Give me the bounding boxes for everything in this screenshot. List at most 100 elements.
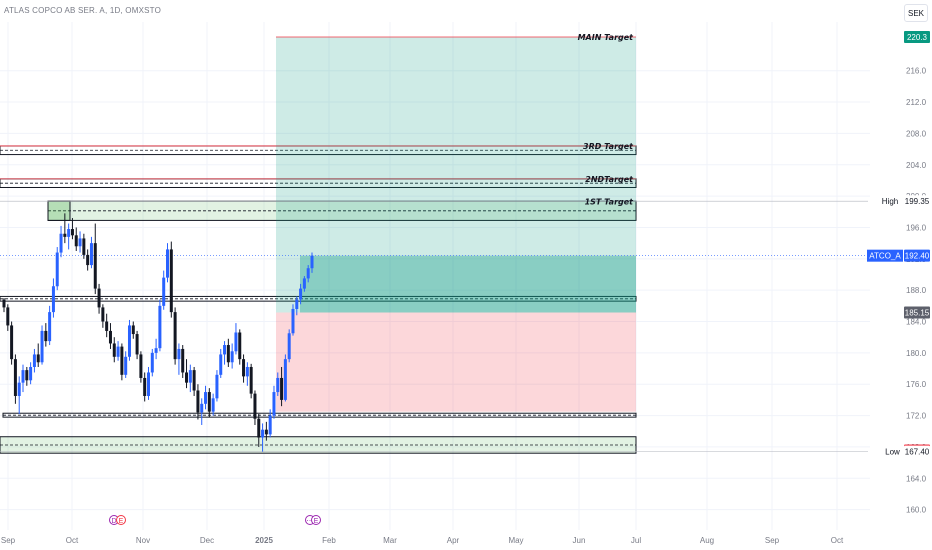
candle-body xyxy=(264,429,268,435)
candle-body xyxy=(150,352,154,373)
grid xyxy=(0,22,870,530)
target-label: MAIN Target xyxy=(578,33,635,42)
candle-body xyxy=(295,299,299,309)
event-marker-icon xyxy=(116,515,126,525)
candle-body xyxy=(226,345,230,363)
time-axis: Sep Oct Nov Dec 2025 Feb Mar Apr May Jun Jul Aug Sep… xyxy=(1,536,844,545)
price-badge-bg xyxy=(904,249,930,262)
time-tick-label: Oct xyxy=(831,536,844,545)
analysis-zones xyxy=(0,145,637,454)
currency-selector[interactable]: SEK xyxy=(904,4,928,22)
time-tick-label: Jul xyxy=(631,536,641,545)
time-tick-label: Oct xyxy=(66,536,79,545)
time-tick-label: Nov xyxy=(136,536,150,545)
candle-body xyxy=(196,390,200,413)
candle-body xyxy=(63,233,67,237)
candle-body xyxy=(230,351,234,363)
high-zone-box xyxy=(47,200,71,221)
price-badge: High 199.35 xyxy=(877,195,930,208)
candle-body xyxy=(21,370,25,383)
time-tick-label: 2025 xyxy=(255,536,273,545)
candle-body xyxy=(177,348,181,360)
candle-body xyxy=(17,382,21,396)
candle-body xyxy=(310,255,314,269)
candle-body xyxy=(101,307,105,322)
time-tick-label: Dec xyxy=(200,536,214,545)
candle-body xyxy=(158,305,162,349)
event-marker-letter-icon: E xyxy=(119,518,124,525)
candle-body xyxy=(306,268,310,279)
candle-body xyxy=(44,330,48,342)
candle-body xyxy=(181,348,185,373)
candle-body xyxy=(200,403,204,413)
candle-body xyxy=(6,307,10,326)
price-badge-label-bg xyxy=(877,195,903,208)
candle-body xyxy=(223,345,227,355)
candle-body xyxy=(32,354,36,367)
price-badge: ATCO_A 192.40 xyxy=(867,249,930,262)
long-position-tool xyxy=(0,36,868,452)
candle-body xyxy=(234,332,238,352)
candle-body xyxy=(10,325,14,360)
candle-body xyxy=(74,235,78,247)
candle-body xyxy=(299,288,303,300)
price-badge-value: 167.40 xyxy=(905,448,930,457)
price-tick-label: 160.0 xyxy=(906,506,927,515)
candle-body xyxy=(108,330,112,344)
candle-body xyxy=(51,286,55,313)
candle-body xyxy=(139,354,143,378)
candle-body xyxy=(166,249,170,278)
price-badge-bg xyxy=(904,195,930,208)
candle-body xyxy=(127,325,131,357)
candle-body xyxy=(36,354,40,363)
price-badge: Low 167.40 xyxy=(882,445,930,458)
resistance-band xyxy=(0,295,637,302)
candle-body xyxy=(89,243,93,266)
price-badge-label-bg xyxy=(882,445,903,458)
price-badge-bg xyxy=(904,445,930,458)
candle-body xyxy=(207,392,211,412)
price-badge-value: 199.35 xyxy=(905,197,930,206)
candles xyxy=(2,213,314,452)
symbol-title: ATLAS COPCO AB SER. A, 1D, OMXSTO xyxy=(4,6,162,15)
candle-body xyxy=(261,429,265,438)
candle-body xyxy=(55,252,59,287)
candle-body xyxy=(245,366,249,377)
event-marker-letter-icon: E xyxy=(314,518,319,525)
price-badge-label-bg xyxy=(867,249,903,262)
loss-area xyxy=(276,312,636,412)
price-badge-value: 192.40 xyxy=(905,252,930,261)
candle-body xyxy=(257,418,261,438)
candle-body xyxy=(67,229,71,237)
target-label: 3RD Target xyxy=(583,142,634,151)
candle-body xyxy=(185,372,189,383)
candle-body xyxy=(272,392,276,416)
bottom-support-zone xyxy=(0,436,637,454)
price-badge-bg xyxy=(904,31,930,43)
price-badge-value: 220.3 xyxy=(907,33,928,42)
candle-body xyxy=(219,354,223,375)
candle-body xyxy=(268,415,272,435)
candle-body xyxy=(2,299,6,308)
candle-body xyxy=(124,356,128,375)
candle-body xyxy=(131,325,135,335)
candle-body xyxy=(276,377,280,393)
candle-body xyxy=(40,330,44,363)
candle-body xyxy=(242,359,246,377)
candle-body xyxy=(146,372,150,396)
price-tick-label: 176.0 xyxy=(906,380,927,389)
candle-body xyxy=(48,312,52,342)
time-tick-label: Sep xyxy=(1,536,16,545)
candle-body xyxy=(204,392,208,404)
price-badge-label: High xyxy=(882,197,898,206)
candle-body xyxy=(143,377,147,396)
candle-body xyxy=(238,332,242,360)
price-tick-label: 196.0 xyxy=(906,223,927,232)
price-tick-label: 164.0 xyxy=(906,474,927,483)
candle-body xyxy=(86,254,90,266)
event-marker-letter-icon: D xyxy=(111,518,116,525)
candle-body xyxy=(13,359,17,396)
price-tick-label: 188.0 xyxy=(906,286,927,295)
profit-area xyxy=(276,37,636,313)
